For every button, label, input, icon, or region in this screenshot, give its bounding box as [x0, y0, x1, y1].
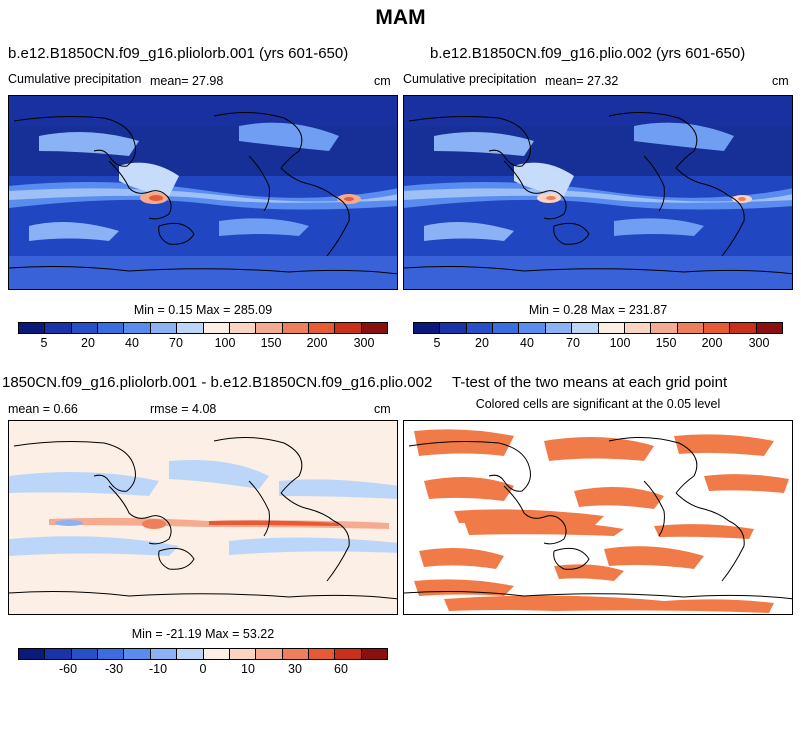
colorbar-bin	[730, 323, 757, 333]
colorbar-bin	[624, 323, 652, 333]
colorbar-tick: 10	[241, 662, 255, 676]
colorbar-bin	[124, 649, 151, 659]
colorbar-tick: 5	[40, 336, 48, 350]
colorbar-tick: 200	[306, 336, 328, 350]
figure-title: MAM	[375, 6, 426, 29]
panel1-colorbar	[18, 322, 388, 334]
colorbar-bin	[282, 323, 309, 333]
colorbar-bin	[150, 649, 178, 659]
colorbar-tick: -60	[58, 662, 78, 676]
colorbar-bin	[203, 323, 230, 333]
colorbar-bin	[177, 649, 204, 659]
colorbar-bin	[177, 323, 204, 333]
colorbar-bin	[45, 649, 72, 659]
colorbar-bin	[572, 323, 599, 333]
colorbar-bin	[71, 649, 99, 659]
colorbar-bin	[45, 323, 72, 333]
colorbar-bin	[19, 649, 46, 659]
panel4-map-graphic	[404, 429, 792, 613]
colorbar-bin	[308, 649, 336, 659]
panel3-title: 1850CN.f09_g16.pliolorb.001 - b.e12.B185…	[2, 374, 433, 391]
colorbar-bin	[98, 323, 125, 333]
colorbar-tick: 150	[260, 336, 282, 350]
colorbar-tick: -30	[104, 662, 124, 676]
colorbar-bin	[98, 649, 125, 659]
colorbar-bin	[256, 323, 283, 333]
colorbar-bin	[651, 323, 678, 333]
colorbar-tick: 5	[433, 336, 441, 350]
colorbar-bin	[703, 323, 731, 333]
panel3-mean-label: mean = 0.66	[8, 402, 78, 416]
panel1-map	[8, 95, 398, 290]
colorbar-bin	[361, 323, 388, 333]
colorbar-bin	[493, 323, 520, 333]
panel3-map	[8, 420, 398, 615]
panel1-variable-label: Cumulative precipitation	[8, 72, 142, 86]
colorbar-tick: 150	[655, 336, 677, 350]
colorbar-bin	[519, 323, 546, 333]
colorbar-tick: -10	[148, 662, 168, 676]
colorbar-bin	[677, 323, 704, 333]
colorbar-bin	[150, 323, 178, 333]
panel2-map-graphic	[404, 96, 792, 289]
colorbar-bin	[71, 323, 99, 333]
panel2-title: b.e12.B1850CN.f09_g16.plio.002 (yrs 601-…	[430, 45, 746, 62]
panel1-minmax: Min = 0.15 Max = 285.09	[133, 303, 273, 317]
colorbar-bin	[545, 323, 573, 333]
panel1-mean-label: mean= 27.98	[150, 74, 224, 88]
colorbar-tick: 70	[566, 336, 580, 350]
colorbar-bin	[229, 649, 257, 659]
colorbar-bin	[282, 649, 309, 659]
panel2-map	[403, 95, 793, 290]
colorbar-tick: 40	[125, 336, 139, 350]
colorbar-bin	[256, 649, 283, 659]
panel4-map	[403, 420, 793, 615]
colorbar-bin	[308, 323, 336, 333]
colorbar-tick: 40	[520, 336, 534, 350]
colorbar-bin	[756, 323, 783, 333]
colorbar-bin	[414, 323, 441, 333]
panel4-subtitle: Colored cells are significant at the 0.0…	[475, 397, 721, 411]
colorbar-bin	[124, 323, 151, 333]
panel2-colorbar	[413, 322, 783, 334]
colorbar-tick: 300	[748, 336, 770, 350]
colorbar-tick: 30	[288, 662, 302, 676]
panel1-units: cm	[374, 74, 391, 88]
panel4-title: T-test of the two means at each grid poi…	[452, 374, 728, 391]
colorbar-bin	[466, 323, 494, 333]
panel3-rmse-label: rmse = 4.08	[150, 402, 217, 416]
colorbar-tick: 70	[169, 336, 183, 350]
panel2-variable-label: Cumulative precipitation	[403, 72, 537, 86]
colorbar-tick: 0	[199, 662, 207, 676]
colorbar-bin	[598, 323, 625, 333]
colorbar-bin	[335, 649, 362, 659]
panel2-mean-label: mean= 27.32	[545, 74, 619, 88]
colorbar-tick: 100	[214, 336, 236, 350]
panel3-units: cm	[374, 402, 391, 416]
colorbar-bin	[19, 323, 46, 333]
panel3-minmax: Min = -21.19 Max = 53.22	[131, 627, 275, 641]
panel1-title: b.e12.B1850CN.f09_g16.pliolorb.001 (yrs …	[8, 45, 349, 62]
panel2-minmax: Min = 0.28 Max = 231.87	[528, 303, 668, 317]
colorbar-tick: 300	[353, 336, 375, 350]
colorbar-tick: 60	[334, 662, 348, 676]
panel1-map-graphic	[9, 96, 397, 289]
colorbar-bin	[440, 323, 467, 333]
colorbar-tick: 20	[475, 336, 489, 350]
colorbar-bin	[203, 649, 230, 659]
colorbar-tick: 20	[81, 336, 95, 350]
panel3-colorbar	[18, 648, 388, 660]
colorbar-bin	[335, 323, 362, 333]
colorbar-tick: 200	[701, 336, 723, 350]
colorbar-tick: 100	[609, 336, 631, 350]
panel3-map-graphic	[9, 436, 397, 600]
colorbar-bin	[229, 323, 257, 333]
panel2-units: cm	[772, 74, 789, 88]
colorbar-bin	[361, 649, 388, 659]
